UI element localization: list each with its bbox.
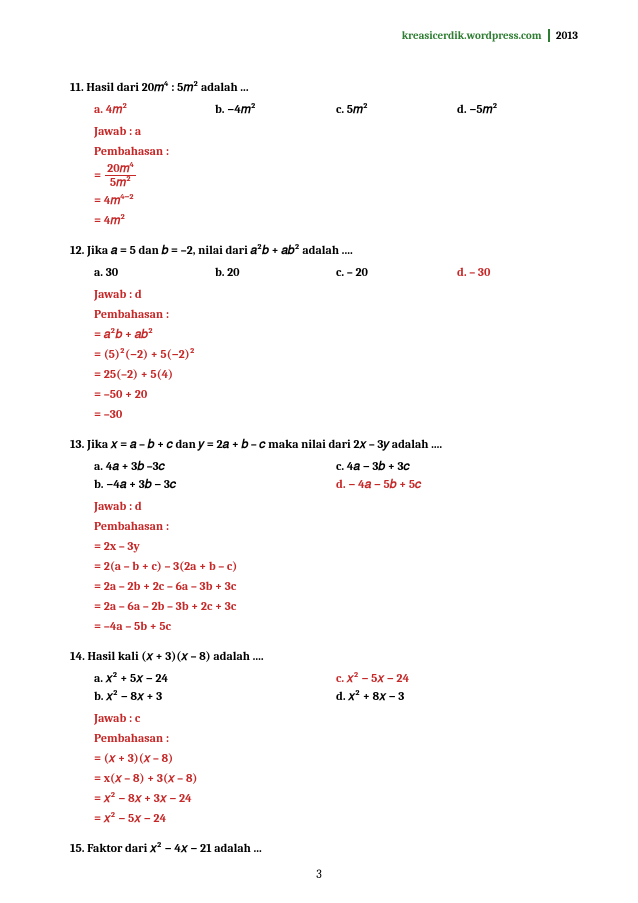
q11-line2: = 4𝑚⁴⁻² bbox=[94, 191, 578, 209]
q13-line2: = 2(a – b + c) – 3(2a + b – c) bbox=[94, 557, 578, 575]
q14-opt-b: b. 𝑥² − 8𝑥 + 3 bbox=[94, 687, 336, 705]
q12-opt-d: d. – 30 bbox=[457, 263, 578, 281]
q11-options: a. 4𝑚² b. −4𝑚² c. 5𝑚² d. −5𝑚² bbox=[94, 100, 578, 118]
q11-opt-b: b. −4𝑚² bbox=[215, 100, 336, 118]
q11-line1: =20𝑚⁴5𝑚² bbox=[94, 162, 578, 189]
question-12: 12. Jika 𝑎 = 5 dan 𝑏 = –2, nilai dari 𝑎²… bbox=[70, 241, 578, 423]
q12-pemb: Pembahasan : bbox=[94, 305, 578, 323]
q12-solution: Jawab : d Pembahasan : = 𝑎²𝑏 + 𝑎𝑏² = (5)… bbox=[94, 285, 578, 423]
q11-opt-d: d. −5𝑚² bbox=[457, 100, 578, 118]
q12-line2: = (5)²(−2) + 5(−2)² bbox=[94, 345, 578, 363]
q13-solution: Jawab : d Pembahasan : = 2x – 3y = 2(a –… bbox=[94, 497, 578, 635]
q14-solution: Jawab : c Pembahasan : = (𝑥 + 3)(𝑥 – 8) … bbox=[94, 709, 578, 827]
q12-title: 12. Jika 𝑎 = 5 dan 𝑏 = –2, nilai dari 𝑎²… bbox=[70, 241, 578, 259]
q11-pemb: Pembahasan : bbox=[94, 142, 578, 160]
q13-line3: = 2a – 2b + 2c – 6a – 3b + 3c bbox=[94, 577, 578, 595]
q14-opt-c: c. 𝑥² − 5𝑥 − 24 bbox=[336, 669, 578, 687]
q13-jawab: Jawab : d bbox=[94, 497, 578, 515]
q12-options: a. 30 b. 20 c. – 20 d. – 30 bbox=[94, 263, 578, 281]
question-15: 15. Faktor dari 𝑥² − 4𝑥 − 21 adalah ... bbox=[70, 839, 578, 857]
q14-line2: = x(𝑥 – 8) + 3(𝑥 – 8) bbox=[94, 769, 578, 787]
q14-pemb: Pembahasan : bbox=[94, 729, 578, 747]
q14-opt-d: d. 𝑥² + 8𝑥 − 3 bbox=[336, 687, 578, 705]
q14-line4: = 𝑥² − 5𝑥 − 24 bbox=[94, 809, 578, 827]
q15-title: 15. Faktor dari 𝑥² − 4𝑥 − 21 adalah ... bbox=[70, 839, 578, 857]
q11-jawab: Jawab : a bbox=[94, 122, 578, 140]
header-year: 2013 bbox=[552, 29, 578, 42]
q12-line5: = –30 bbox=[94, 405, 578, 423]
q12-line1: = 𝑎²𝑏 + 𝑎𝑏² bbox=[94, 325, 578, 343]
q11-solution: Jawab : a Pembahasan : =20𝑚⁴5𝑚² = 4𝑚⁴⁻² … bbox=[94, 122, 578, 229]
header-site: kreasicerdik.wordpress.com bbox=[402, 29, 550, 42]
q14-opt-a: a. 𝑥² + 5𝑥 − 24 bbox=[94, 669, 336, 687]
q13-opt-a: a. 4𝑎 + 3𝑏 –3𝑐 bbox=[94, 457, 336, 475]
q12-opt-a: a. 30 bbox=[94, 263, 215, 281]
q13-options: a. 4𝑎 + 3𝑏 –3𝑐 c. 4𝑎 − 3𝑏 + 3𝑐 b. −4𝑎 + … bbox=[94, 457, 578, 493]
q14-title: 14. Hasil kali (𝑥 + 3)(𝑥 – 8) adalah ...… bbox=[70, 647, 578, 665]
document-body: 11. Hasil dari 20𝑚⁴ : 5𝑚² adalah ... a. … bbox=[70, 78, 578, 857]
q13-opt-c: c. 4𝑎 − 3𝑏 + 3𝑐 bbox=[336, 457, 578, 475]
q13-line1: = 2x – 3y bbox=[94, 537, 578, 555]
q11-opt-a: a. 4𝑚² bbox=[94, 100, 215, 118]
page-number: 3 bbox=[0, 865, 638, 883]
q13-pemb: Pembahasan : bbox=[94, 517, 578, 535]
q12-opt-b: b. 20 bbox=[215, 263, 336, 281]
q11-opt-c: c. 5𝑚² bbox=[336, 100, 457, 118]
q12-jawab: Jawab : d bbox=[94, 285, 578, 303]
q14-line1: = (𝑥 + 3)(𝑥 – 8) bbox=[94, 749, 578, 767]
page-header: kreasicerdik.wordpress.com 2013 bbox=[402, 28, 578, 45]
q12-opt-c: c. – 20 bbox=[336, 263, 457, 281]
q14-options: a. 𝑥² + 5𝑥 − 24 c. 𝑥² − 5𝑥 − 24 b. 𝑥² − … bbox=[94, 669, 578, 705]
q13-opt-d: d. − 4𝑎 − 5𝑏 + 5𝑐 bbox=[336, 475, 578, 493]
q13-opt-b: b. −4𝑎 + 3𝑏 − 3𝑐 bbox=[94, 475, 336, 493]
q12-line3: = 25(–2) + 5(4) bbox=[94, 365, 578, 383]
question-14: 14. Hasil kali (𝑥 + 3)(𝑥 – 8) adalah ...… bbox=[70, 647, 578, 827]
q14-line3: = 𝑥² − 8𝑥 + 3𝑥 − 24 bbox=[94, 789, 578, 807]
q13-line4: = 2a – 6a – 2b – 3b + 2c + 3c bbox=[94, 597, 578, 615]
question-13: 13. Jika 𝑥 = 𝑎 – 𝑏 + 𝑐 dan 𝑦 = 2𝑎 + 𝑏 – … bbox=[70, 435, 578, 635]
q12-line4: = –50 + 20 bbox=[94, 385, 578, 403]
question-11: 11. Hasil dari 20𝑚⁴ : 5𝑚² adalah ... a. … bbox=[70, 78, 578, 229]
q14-jawab: Jawab : c bbox=[94, 709, 578, 727]
q13-title: 13. Jika 𝑥 = 𝑎 – 𝑏 + 𝑐 dan 𝑦 = 2𝑎 + 𝑏 – … bbox=[70, 435, 578, 453]
q11-title: 11. Hasil dari 20𝑚⁴ : 5𝑚² adalah ... bbox=[70, 78, 578, 96]
q13-line5: = –4a – 5b + 5c bbox=[94, 617, 578, 635]
q11-line3: = 4𝑚² bbox=[94, 211, 578, 229]
